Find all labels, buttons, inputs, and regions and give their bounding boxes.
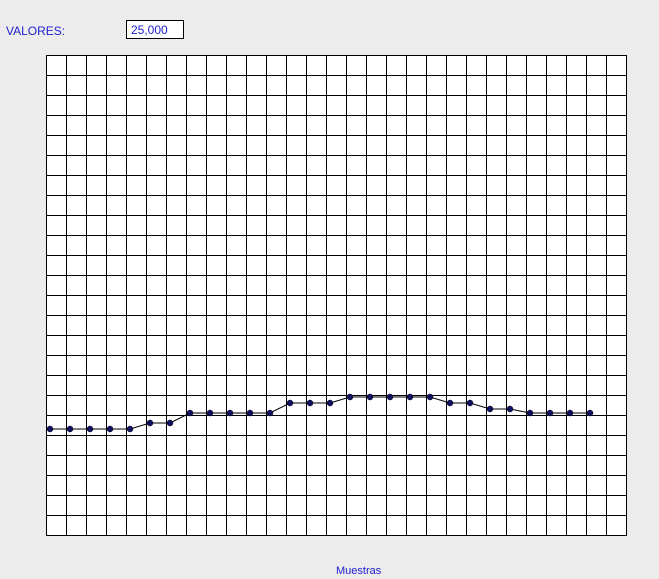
data-point [346,393,354,401]
data-point [546,409,554,417]
data-point [186,409,194,417]
data-point [446,399,454,407]
chart-grid [46,55,627,536]
data-point [46,425,54,433]
data-point [426,393,434,401]
data-point [586,409,594,417]
data-point [206,409,214,417]
data-point [146,419,154,427]
data-point [86,425,94,433]
data-point [486,405,494,413]
data-point [106,425,114,433]
data-point [246,409,254,417]
data-point [526,409,534,417]
data-point [286,399,294,407]
data-point [126,425,134,433]
valores-value-field: 25,000 [126,20,184,39]
valores-label: VALORES: [6,24,66,38]
data-point [386,393,394,401]
data-point [406,393,414,401]
data-point [466,399,474,407]
data-point [226,409,234,417]
x-axis-label: Muestras [336,565,382,577]
data-point [266,409,274,417]
series [46,393,594,433]
data-point [326,399,334,407]
series-line [50,396,590,430]
data-point [506,405,514,413]
data-point [566,409,574,417]
data-point [306,399,314,407]
data-point [166,419,174,427]
data-point [66,425,74,433]
data-point [366,393,374,401]
